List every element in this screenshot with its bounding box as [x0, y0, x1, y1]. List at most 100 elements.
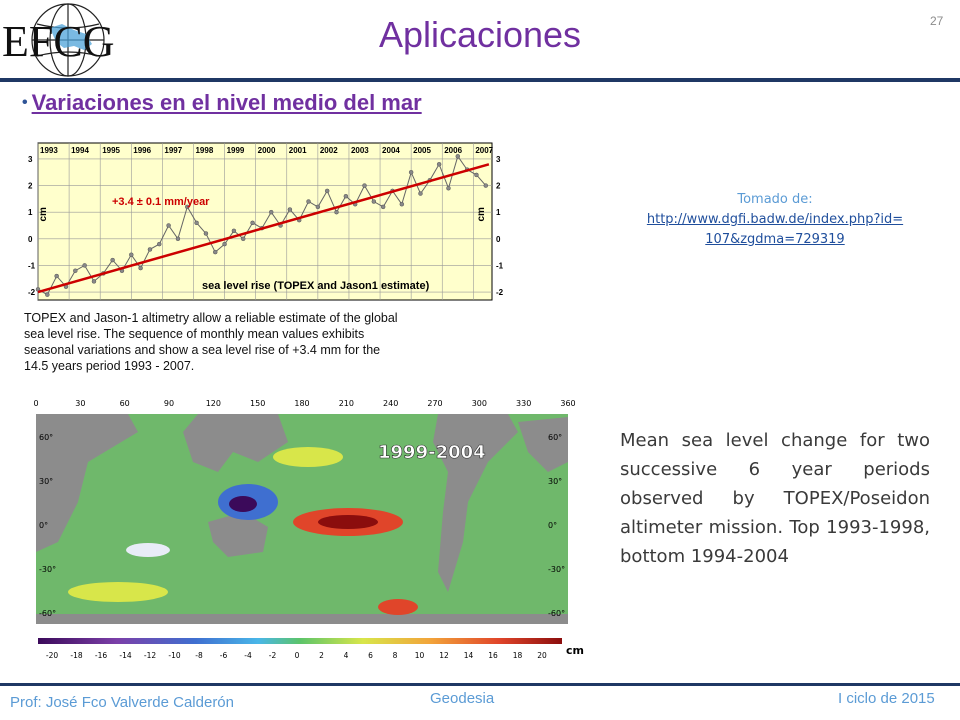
colorbar-tick-label: 18: [513, 651, 523, 660]
chart-data-point: [418, 191, 423, 196]
chart-data-point: [110, 257, 115, 263]
chart-x-tick-label: 2000: [258, 146, 276, 155]
colorbar-tick-label: 8: [393, 651, 398, 660]
logo-text: EFCG: [2, 17, 114, 66]
chart-x-tick-label: 1993: [40, 146, 58, 155]
source-link[interactable]: http://www.dgfi.badw.de/index.php?id= 10…: [647, 212, 903, 247]
chart-y-tick-label-right: 1: [496, 208, 501, 217]
map-description: Mean sea level change for two successive…: [620, 430, 930, 567]
chart-x-tick-label: 2001: [289, 146, 307, 155]
colorbar-tick-label: 16: [488, 651, 498, 660]
colorbar-tick-label: -20: [46, 651, 58, 660]
source-link-line1: http://www.dgfi.badw.de/index.php?id=: [646, 212, 904, 227]
chart-data-point: [399, 201, 405, 207]
chart-x-tick-label: 1998: [195, 146, 213, 155]
chart-x-tick-label: 1996: [133, 146, 151, 155]
chart-data-point: [371, 199, 377, 204]
chart-x-tick-label: 1997: [164, 146, 182, 155]
chart-trend-line: [37, 163, 490, 294]
chart-data-point: [212, 249, 218, 255]
map-lon-tick-label: 60: [120, 399, 130, 408]
colorbar-tick-label: -12: [144, 651, 156, 660]
map-lat-tick-label: 60°: [39, 433, 53, 442]
bullet-icon: •: [22, 94, 28, 111]
chart-legend-label: sea level rise (TOPEX and Jason1 estimat…: [202, 280, 430, 292]
map-lon-tick-label: 270: [427, 399, 442, 408]
map-lat-tick-label-right: -60°: [548, 609, 565, 618]
footer-term: I ciclo de 2015: [838, 690, 935, 707]
map-lat-tick-label-right: 30°: [548, 477, 562, 486]
chart-data-point: [306, 199, 311, 204]
chart-data-point: [455, 154, 461, 159]
colorbar-tick-label: 6: [368, 651, 373, 660]
chart-x-tick-label: 1994: [71, 146, 89, 155]
chart-y-tick-label-right: -2: [496, 288, 504, 297]
map-lon-tick-label: 300: [472, 399, 487, 408]
map-lat-tick-label-right: 60°: [548, 433, 562, 442]
chart-data-point: [250, 220, 255, 226]
colorbar-tick-label: 14: [464, 651, 474, 660]
footer-rule: [0, 683, 960, 686]
chart-trend-label: +3.4 ± 0.1 mm/year: [112, 196, 210, 208]
map-graphic: 0 30 60 90 120 150 180 210 240 270 300 330 360 1999-…: [33, 399, 584, 660]
chart-data-point: [334, 209, 339, 215]
chart-data-point: [287, 207, 293, 212]
chart-data-point: [147, 247, 153, 252]
map-lon-tick-label: 120: [206, 399, 221, 408]
footer-author: Prof: José Fco Valverde Calderón: [10, 694, 234, 711]
slide-title: Aplicaciones: [378, 14, 582, 55]
map-lat-left: 60° 30° 0° -30° -60°: [39, 433, 56, 618]
chart-data-point: [408, 170, 414, 175]
colorbar-tick-label: -16: [95, 651, 107, 660]
colorbar-tick-label: -14: [119, 651, 131, 660]
map-period-label: 1999-2004: [378, 442, 486, 463]
chart-data-point: [474, 172, 479, 178]
map-lon-tick-label: 210: [339, 399, 354, 408]
footer-course: Geodesia: [430, 690, 495, 707]
chart-y-tick-label: -1: [28, 261, 36, 270]
chart-data-point: [45, 292, 50, 297]
sea-level-chart: 1993 1994 1995 1996 1997 1998 1999 2000 2001 2002…: [24, 142, 504, 373]
chart-data-point: [175, 236, 181, 242]
chart-x-tick-label: 2004: [382, 146, 400, 155]
colorbar: [38, 638, 562, 644]
sea-level-figure: 1993 1994 1995 1996 1997 1998 1999 2000 2001 2002…: [22, 135, 522, 380]
source-link-line2: 107&zgdma=729319: [705, 232, 845, 247]
chart-plot-area: [37, 142, 493, 301]
chart-y-tick-label-right: -1: [496, 261, 504, 270]
chart-data-point: [315, 204, 321, 210]
map-top-ticks: 0 30 60 90 120 150 180 210 240 270 300 330 360: [33, 399, 575, 408]
chart-data-point: [185, 204, 190, 210]
chart-data-point: [166, 223, 171, 228]
country-shape-icon: [50, 24, 92, 50]
map-lon-tick-label: 30: [75, 399, 85, 408]
chart-x-tick-label: 1999: [227, 146, 245, 155]
chart-data-point: [343, 193, 349, 199]
map-lon-tick-label: 90: [164, 399, 174, 408]
chart-y-tick-label-right: 2: [496, 182, 501, 191]
chart-caption-line: sea level rise. The sequence of monthly …: [24, 327, 364, 341]
map-anomalies: [68, 447, 418, 615]
chart-data-point: [222, 241, 227, 247]
map-lat-tick-label-right: 0°: [548, 521, 557, 530]
colorbar-tick-label: 10: [415, 651, 425, 660]
chart-data-point: [73, 268, 78, 273]
chart-data-point: [436, 162, 442, 167]
chart-caption-line: 14.5 years period 1993 - 2007.: [24, 359, 194, 373]
chart-caption-line: TOPEX and Jason-1 altimetry allow a reli…: [24, 311, 398, 325]
map-lon-tick-label: 0: [33, 399, 38, 408]
bullet-heading: • Variaciones en el nivel medio del mar: [22, 90, 422, 116]
colorbar-tick-label: 2: [319, 651, 324, 660]
chart-x-tick-label: 2007: [475, 146, 493, 155]
chart-data-point: [138, 265, 143, 271]
chart-data-point: [203, 231, 209, 236]
chart-y-tick-label: 0: [28, 235, 33, 244]
chart-data-point: [380, 204, 386, 210]
bullet-text: Variaciones en el nivel medio del mar: [31, 90, 422, 115]
chart-y-tick-label-right: 0: [496, 235, 501, 244]
chart-y-tick-label: 3: [28, 155, 33, 164]
colorbar-ticks: -20 -18 -16 -14 -12 -10 -8 -6 -4 -2 0 2 4 6 8 10 12 14 16 1…: [46, 651, 547, 660]
chart-data-point: [362, 183, 367, 188]
colorbar-tick-label: -4: [244, 651, 252, 660]
chart-data-point: [231, 228, 237, 234]
